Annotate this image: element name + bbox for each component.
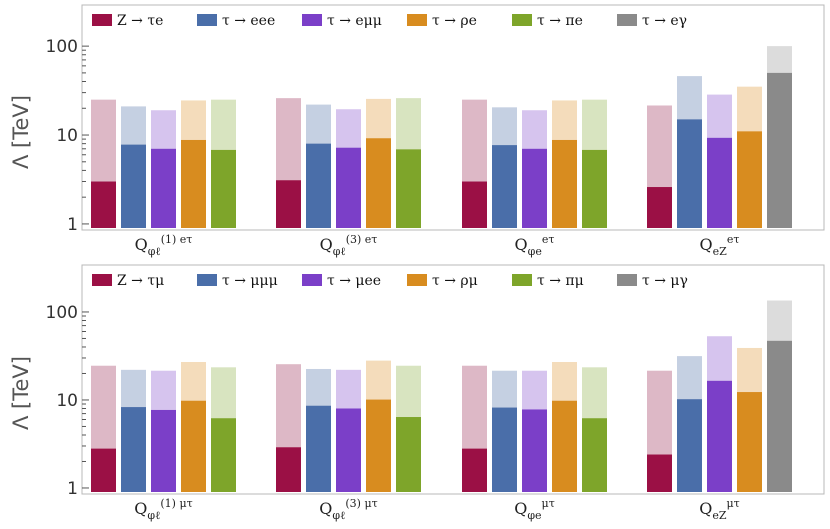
bar-0-0	[91, 448, 116, 492]
legend-entry: τ → μμμ	[222, 273, 278, 289]
bar-3-5	[767, 340, 792, 492]
y-axis-label: Λ [TeV]	[9, 356, 33, 430]
legend-entry: τ → ρe	[432, 13, 477, 29]
bar-0-2	[151, 409, 176, 492]
legend-entry: τ → ρμ	[432, 273, 478, 289]
bar-3-5	[767, 72, 792, 228]
bar-1-2	[336, 147, 361, 228]
legend-entry: τ → μγ	[642, 273, 688, 289]
bar-1-1	[306, 143, 331, 228]
y-axis-label: Λ [TeV]	[9, 95, 33, 169]
bar-3-1	[677, 119, 702, 228]
legend-entry: τ → eμμ	[327, 13, 382, 29]
legend-swatch	[197, 14, 217, 26]
legend-swatch	[302, 274, 322, 286]
y-tick-label: 10	[56, 391, 78, 411]
legend-swatch	[302, 14, 322, 26]
legend-entry: τ → μee	[327, 273, 381, 289]
bar-1-3	[366, 399, 391, 492]
bar-0-0	[91, 181, 116, 228]
bar-3-1	[677, 399, 702, 492]
bar-2-2	[522, 148, 547, 228]
bar-1-2	[336, 408, 361, 492]
plot-frame	[81, 4, 825, 231]
bar-3-2	[707, 380, 732, 492]
legend-swatch	[197, 274, 217, 286]
x-category-label: Qφℓ(3) μτ	[319, 497, 377, 522]
y-tick-label: 100	[46, 37, 78, 57]
bar-3-0	[647, 454, 672, 492]
bar-1-1	[306, 405, 331, 492]
x-category-label: Qφℓ(1) μτ	[134, 497, 192, 522]
bar-2-0	[462, 448, 487, 492]
bar-1-4	[396, 417, 421, 492]
legend-entry: τ → eγ	[642, 13, 687, 29]
bar-2-0	[462, 181, 487, 228]
legend-entry: τ → πe	[537, 13, 583, 29]
y-tick-label: 100	[46, 303, 78, 323]
bar-0-2	[151, 148, 176, 228]
legend-entry: τ → πμ	[537, 273, 584, 289]
bar-0-3	[181, 139, 206, 228]
bar-2-1	[492, 407, 517, 492]
bar-1-0	[276, 447, 301, 492]
bar-2-2	[522, 409, 547, 492]
chart-panel-1: 1 10 100 Λ [TeV] Qφℓ(1) eτ Qφℓ(3) eτ Qφeeτ QeZe…	[9, 4, 825, 258]
bar-2-1	[492, 145, 517, 228]
legend-swatch	[92, 274, 112, 286]
bar-0-1	[121, 144, 146, 228]
plot-frame	[81, 264, 825, 495]
bar-1-0	[276, 180, 301, 228]
legend-swatch	[407, 14, 427, 26]
y-tick-label: 10	[56, 126, 78, 146]
bar-0-3	[181, 400, 206, 492]
chart-panel-2: 1 10 100 Λ [TeV] Qφℓ(1) μτ Qφℓ(3) μτ Qφeμτ QeZμ…	[9, 264, 825, 522]
x-category-label: QeZeτ	[700, 233, 740, 258]
legend-swatch	[617, 14, 637, 26]
x-category-label: Qφeμτ	[514, 497, 555, 522]
bar-0-1	[121, 407, 146, 492]
legend-swatch	[617, 274, 637, 286]
bar-1-3	[366, 138, 391, 228]
bar-3-3	[737, 392, 762, 492]
x-category-label: Qφeeτ	[515, 233, 555, 258]
legend-entry: Z → τe	[117, 13, 163, 29]
x-category-label: Qφℓ(1) eτ	[135, 233, 193, 258]
legend-swatch	[407, 274, 427, 286]
bar-3-3	[737, 131, 762, 228]
bar-2-4	[582, 418, 607, 492]
bar-3-0	[647, 187, 672, 228]
bar-1-4	[396, 149, 421, 228]
bar-0-4	[211, 149, 236, 228]
x-category-label: QeZμτ	[699, 497, 740, 522]
x-category-label: Qφℓ(3) eτ	[320, 233, 378, 258]
bar-3-2	[707, 137, 732, 228]
bar-0-4	[211, 418, 236, 492]
bar-2-3	[552, 400, 577, 492]
legend-entry: Z → τμ	[117, 273, 164, 289]
legend-swatch	[512, 14, 532, 26]
y-tick-label: 1	[67, 215, 78, 235]
legend-swatch	[92, 14, 112, 26]
bar-2-3	[552, 139, 577, 228]
bar-2-4	[582, 149, 607, 228]
legend-swatch	[512, 274, 532, 286]
y-tick-label: 1	[67, 479, 78, 499]
legend-entry: τ → eee	[222, 13, 275, 29]
